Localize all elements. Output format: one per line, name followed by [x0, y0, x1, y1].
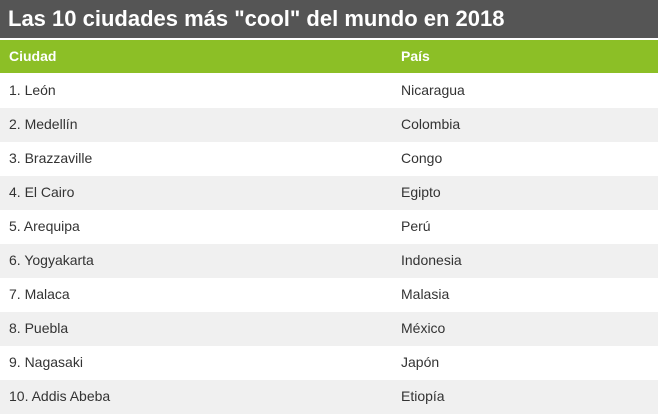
table-row: 8. Puebla México [0, 312, 658, 346]
table-row: 1. León Nicaragua [0, 74, 658, 108]
table-row: 2. Medellín Colombia [0, 108, 658, 142]
city: 8. Puebla [9, 320, 69, 336]
city: 1. León [9, 82, 56, 98]
country: Egipto [401, 184, 441, 200]
column-header: País [401, 48, 430, 64]
city: 4. El Cairo [9, 184, 75, 200]
city: 7. Malaca [9, 286, 70, 302]
table-row: 6. Yogyakarta Indonesia [0, 244, 658, 278]
city: 6. Yogyakarta [9, 252, 94, 268]
table-row: 10. Addis Abeba Etiopía [0, 380, 658, 414]
column-header: Ciudad [9, 48, 57, 64]
country: Congo [401, 150, 443, 166]
country: Nicaragua [401, 82, 465, 98]
table-header: Ciudad País [0, 40, 658, 73]
city: 5. Arequipa [9, 218, 80, 234]
country: Colombia [401, 116, 461, 132]
table-row: 3. Brazzaville Congo [0, 142, 658, 176]
table-row: 7. Malaca Malasia [0, 278, 658, 312]
country: Japón [401, 354, 440, 370]
country: Indonesia [401, 252, 462, 268]
city: 10. Addis Abeba [9, 388, 111, 404]
country: Malasia [401, 286, 450, 302]
title: Las 10 ciudades más "cool" del mundo en … [0, 0, 658, 38]
country: Etiopía [401, 388, 445, 404]
table-row: 4. El Cairo Egipto [0, 176, 658, 210]
city: 9. Nagasaki [9, 354, 83, 370]
city: 3. Brazzaville [9, 150, 93, 166]
country: Perú [401, 218, 431, 234]
table-row: 9. Nagasaki Japón [0, 346, 658, 380]
country: México [401, 320, 446, 336]
city: 2. Medellín [9, 116, 78, 132]
table-row: 5. Arequipa Perú [0, 210, 658, 244]
